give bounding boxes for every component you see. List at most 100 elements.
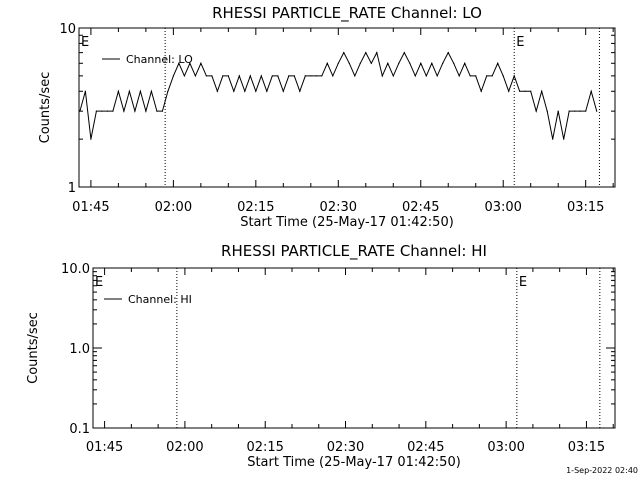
data-point [310,75,312,77]
data-point [535,110,537,112]
chart-panel-2: RHESSI PARTICLE_RATE Channel: HI 01:45 02:… [26,242,616,470]
x-tick-label: 02:45 [402,200,439,215]
data-point [95,110,98,112]
chart-title: RHESSI PARTICLE_RATE Channel: HI [221,242,487,261]
data-point [585,110,587,112]
data-point [332,75,334,77]
data-point [326,62,328,64]
data-point [266,90,268,92]
data-point [156,110,158,112]
data-point [376,52,378,54]
plot-frame [92,267,616,429]
legend-label: Channel: LO [126,53,193,66]
time-marker-label: E [516,35,524,50]
data-point [139,90,141,92]
data-point [508,90,510,92]
data-point [392,75,394,77]
data-point [244,90,246,92]
data-point [277,75,279,77]
data-point [596,110,598,112]
data-point [178,62,180,64]
data-point [469,75,471,77]
data-point [233,90,235,92]
data-point [227,75,229,77]
x-tick-label: 02:45 [407,440,444,455]
data-point [112,110,114,112]
data-point [387,62,389,64]
data-point [222,75,224,77]
x-tick-label: 02:00 [166,440,203,455]
data-point [183,75,185,77]
x-axis-label: Start Time (25-May-17 01:42:50) [247,455,461,470]
data-point [321,75,323,77]
data-point [282,90,284,92]
data-point [497,62,499,64]
data-point [546,110,548,112]
data-point [101,110,103,112]
data-point [502,75,504,77]
x-tick-label: 03:15 [567,200,604,215]
data-point [90,138,92,140]
data-point [420,62,422,64]
x-tick-label: 03:00 [484,200,521,215]
data-point [161,110,163,112]
y-tick-label: 0.1 [69,422,90,437]
data-point [79,110,81,112]
data-point [370,62,372,64]
y-axis-label: Counts/sec [38,72,53,144]
data-point [200,62,202,64]
x-tick-label: 02:15 [246,440,283,455]
x-tick-label: 02:30 [320,200,357,215]
data-point [260,75,262,77]
data-point [172,75,174,77]
data-point [134,110,136,112]
data-point [431,62,433,64]
chart-panel-1: RHESSI PARTICLE_RATE Channel: LO 01:45 02:… [38,4,616,230]
data-point [398,62,400,64]
data-point [343,52,345,54]
data-point [238,75,240,77]
data-point [288,75,290,77]
y-tick-label: 1 [68,181,76,196]
data-point [216,90,218,92]
data-point [409,62,411,64]
x-tick-label: 03:15 [568,440,605,455]
data-point [348,62,350,64]
data-point [513,75,515,77]
data-point [299,90,301,92]
corner-label: E [81,35,89,50]
data-point [579,110,581,112]
data-point [194,75,196,77]
y-axis-label: Counts/sec [26,312,41,384]
data-point [205,75,207,77]
data-point [123,110,125,112]
data-point [304,75,306,77]
footer-timestamp: 1-Sep-2022 02:40 [566,466,638,475]
data-point [381,75,383,77]
data-point [271,75,273,77]
data-point [255,90,257,92]
x-tick-label: 01:45 [72,200,109,215]
data-point [403,52,405,54]
data-point [590,90,592,92]
plot-frame [78,27,616,188]
data-point [552,138,554,140]
data-point [315,75,317,77]
data-point [563,138,565,140]
x-tick-label: 02:00 [155,200,192,215]
data-point [211,75,213,77]
chart-title: RHESSI PARTICLE_RATE Channel: LO [212,4,482,23]
y-tick-label: 1.0 [69,342,90,357]
data-point [486,75,488,77]
legend-label: Channel: HI [128,293,192,306]
data-point [365,52,367,54]
data-point [574,110,576,112]
data-point [167,90,169,92]
data-point [150,90,152,92]
data-point [425,75,427,77]
data-point [117,90,119,92]
data-point [145,110,147,112]
data-point [519,90,521,92]
x-tick-label: 01:45 [86,440,123,455]
data-point [453,62,455,64]
